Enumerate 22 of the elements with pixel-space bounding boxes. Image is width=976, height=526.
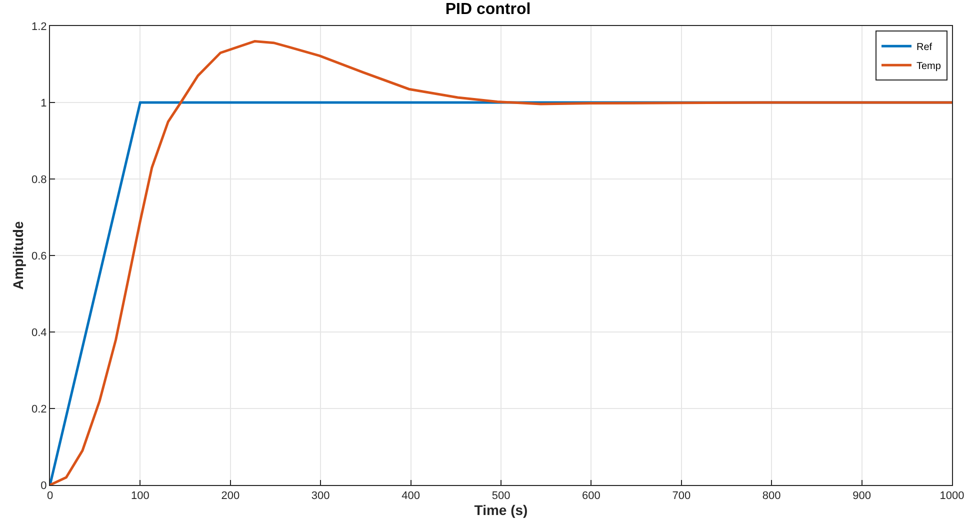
x-axis-title: Time (s): [474, 502, 528, 518]
x-tick-label: 700: [672, 490, 691, 502]
y-tick-label: 0: [40, 480, 47, 492]
x-tick-label: 400: [402, 490, 420, 502]
y-axis-title: Amplitude: [10, 221, 26, 290]
x-tick-label: 300: [311, 490, 330, 502]
x-tick-label: 200: [221, 490, 240, 502]
y-tick-label: 0.4: [32, 326, 47, 339]
y-tick-label: 1.2: [32, 20, 47, 33]
legend-label: Ref: [916, 42, 932, 53]
y-tick-label: 0.6: [32, 250, 47, 262]
chart-title: PID control: [445, 0, 531, 18]
x-tick-label: 600: [582, 490, 600, 502]
x-tick-label: 500: [492, 490, 510, 502]
y-tick-label: 0.2: [32, 403, 47, 416]
y-tick-label: 1: [40, 97, 47, 110]
y-tick-label: 0.8: [32, 174, 47, 186]
legend-label: Temp: [916, 60, 942, 72]
x-tick-label: 900: [852, 490, 871, 502]
x-tick-label: 1000: [940, 490, 964, 502]
x-tick-label: 800: [762, 490, 781, 502]
x-tick-label: 100: [131, 490, 150, 502]
